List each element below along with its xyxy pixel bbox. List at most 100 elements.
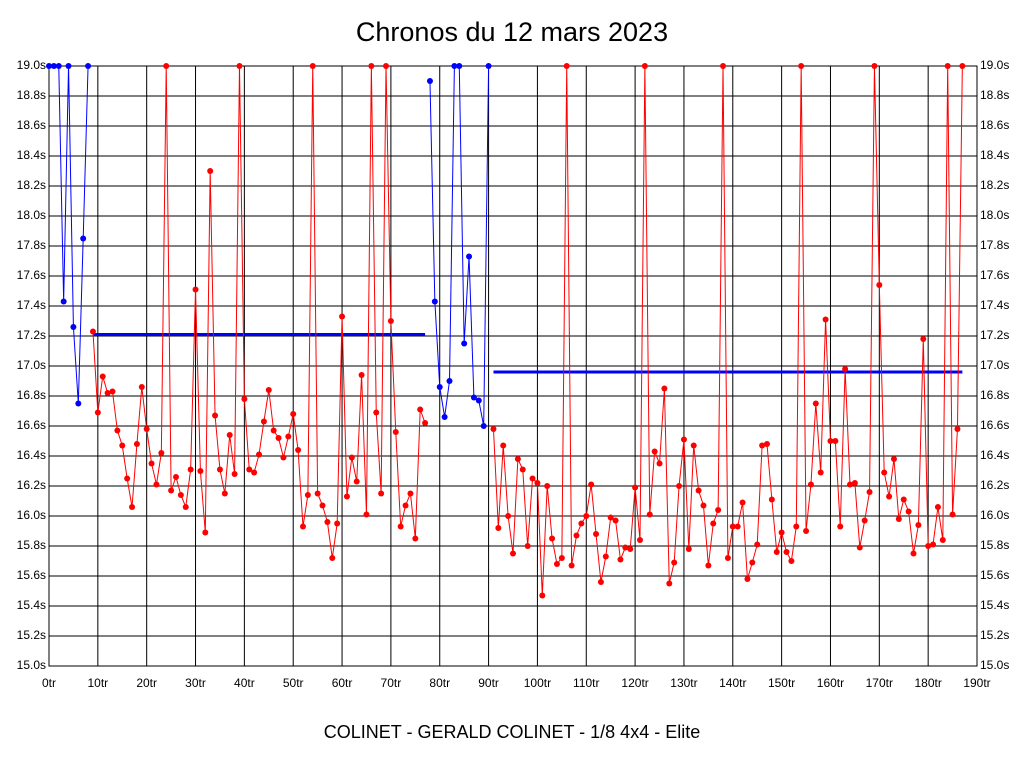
lap-marker (563, 63, 570, 69)
lap-marker (856, 544, 863, 551)
lap-marker (529, 475, 536, 482)
lap-marker (578, 520, 585, 527)
lap-marker (480, 423, 487, 429)
lap-marker (461, 340, 468, 347)
lap-marker (822, 316, 829, 323)
x-tick-label: 30tr (185, 676, 206, 690)
plot-frame (48, 65, 978, 667)
lap-marker (368, 63, 375, 69)
lap-marker (129, 504, 136, 510)
x-tick-label: 100tr (524, 676, 551, 690)
lap-marker (441, 414, 448, 420)
lap-marker (89, 328, 96, 335)
lap-marker (133, 441, 140, 447)
lap-marker (119, 442, 126, 449)
lap-marker (290, 411, 297, 417)
lap-marker (632, 484, 639, 491)
lap-marker (558, 555, 565, 561)
lap-marker (436, 384, 443, 390)
lap-marker (744, 576, 751, 582)
lap-marker (700, 502, 707, 509)
y-tick-label: 18.6s (17, 118, 46, 132)
lap-marker (55, 63, 62, 69)
lap-marker (900, 496, 907, 503)
x-tick-label: 160tr (817, 676, 844, 690)
lap-marker (573, 532, 580, 539)
lap-marker (568, 562, 575, 569)
y-tick-label: 15.6s (17, 568, 46, 582)
x-tick-label: 90tr (478, 676, 499, 690)
lap-marker (231, 471, 238, 477)
lap-marker (295, 447, 302, 453)
lap-marker (510, 550, 516, 557)
lap-marker (172, 474, 179, 480)
lap-marker (920, 336, 927, 342)
lap-marker (705, 562, 712, 569)
lap-marker (202, 529, 209, 536)
lap-marker (490, 426, 497, 432)
lap-marker (817, 469, 824, 476)
y2-tick-label: 16.4s (980, 448, 1009, 462)
lap-marker (627, 546, 634, 552)
lap-marker (949, 511, 956, 518)
y2-tick-label: 18.8s (980, 88, 1009, 102)
lap-marker (192, 286, 199, 293)
lap-marker (260, 418, 267, 425)
y2-tick-label: 18.0s (980, 208, 1009, 222)
y-tick-label: 15.4s (17, 598, 46, 612)
lap-marker (842, 366, 849, 372)
lap-marker (729, 523, 736, 530)
lap-marker (402, 502, 409, 509)
x-tick-label: 80tr (429, 676, 450, 690)
lap-marker (363, 511, 370, 518)
lap-marker (373, 409, 380, 416)
lap-marker (339, 313, 346, 320)
lap-marker (343, 493, 350, 500)
lap-marker (70, 324, 77, 330)
y-tick-label: 16.2s (17, 478, 46, 492)
lap-marker (939, 537, 946, 543)
y2-tick-label: 15.8s (980, 538, 1009, 552)
footer: COLINET - GERALD COLINET - 1/8 4x4 - Eli… (324, 722, 700, 742)
y2-tick-label: 16.0s (980, 508, 1009, 522)
x-tick-label: 10tr (87, 676, 108, 690)
x-tick-label: 0tr (42, 676, 56, 690)
lap-marker (549, 535, 556, 542)
lap-marker (412, 535, 419, 542)
lap-marker (734, 523, 741, 530)
y2-tick-label: 18.2s (980, 178, 1009, 192)
lap-marker (944, 63, 951, 69)
x-tick-label: 40tr (234, 676, 255, 690)
lap-marker (466, 253, 473, 260)
lap-marker (724, 555, 731, 561)
y-tick-label: 18.0s (17, 208, 46, 222)
lap-marker (710, 520, 717, 527)
lap-marker (216, 466, 223, 473)
lap-marker (397, 523, 404, 530)
lap-marker (280, 454, 287, 461)
lap-marker (124, 475, 131, 482)
lap-marker (812, 400, 819, 407)
lap-marker (553, 561, 560, 567)
lap-marker (905, 508, 912, 515)
lap-marker (153, 481, 160, 488)
y-tick-label: 15.2s (17, 628, 46, 642)
y2-tick-label: 18.4s (980, 148, 1009, 162)
lap-marker (676, 483, 683, 489)
lap-marker (500, 442, 507, 449)
x-tick-label: 180tr (914, 676, 941, 690)
lap-marker (798, 63, 805, 69)
lap-marker (46, 63, 52, 69)
y-tick-label: 18.2s (17, 178, 46, 192)
lap-marker (50, 63, 57, 69)
lap-marker (666, 580, 673, 587)
lap-marker (807, 481, 814, 488)
lap-marker (505, 513, 512, 519)
lap-marker (861, 517, 868, 524)
lap-marker (715, 507, 722, 513)
lap-marker (759, 442, 766, 449)
y-tick-label: 17.4s (17, 298, 46, 312)
y-tick-label: 19.0s (17, 58, 46, 72)
lap-marker (754, 541, 761, 548)
